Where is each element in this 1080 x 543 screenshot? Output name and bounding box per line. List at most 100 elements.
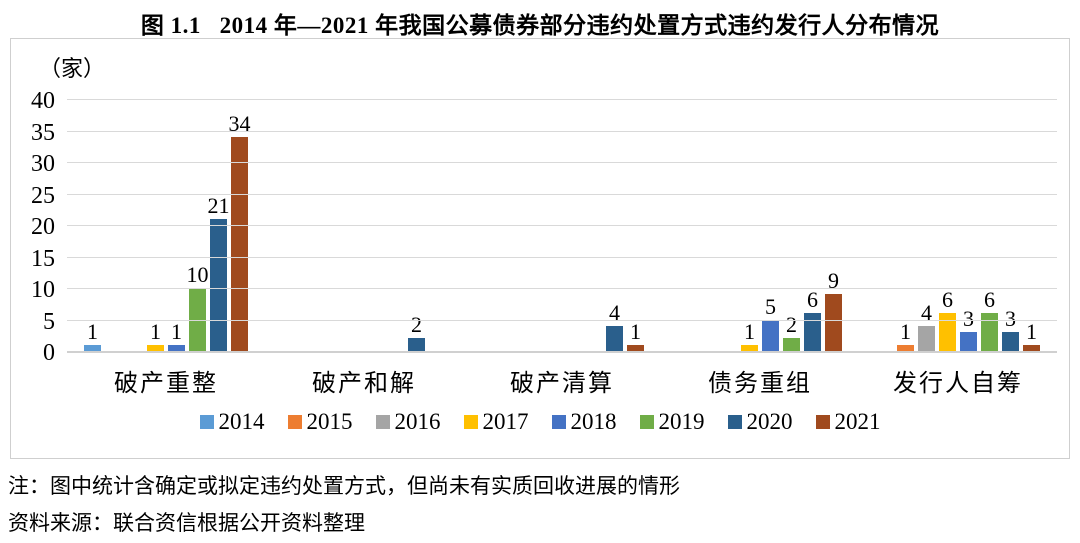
note-text: 注：图中统计含确定或拟定违约处置方式，但尚未有实质回收进展的情形 xyxy=(8,474,680,498)
bar-2017 xyxy=(741,344,758,351)
gridline xyxy=(67,130,1057,132)
bar-value-label: 4 xyxy=(921,299,932,325)
y-tick-label: 20 xyxy=(31,214,55,240)
legend-swatch-icon xyxy=(551,415,566,429)
y-tick-label: 15 xyxy=(31,245,55,272)
legend-item-2015: 2015 xyxy=(287,409,353,435)
bar-slot-2020: 2 xyxy=(406,313,427,351)
legend-label: 2017 xyxy=(482,409,529,434)
gridline xyxy=(67,288,1057,289)
bar-slot-2020: 3 xyxy=(1000,307,1021,351)
bar-value-label: 1 xyxy=(744,318,755,344)
bar-slot-2018: 5 xyxy=(760,293,781,351)
bar-group-2: 2 xyxy=(265,101,463,351)
bar-2020 xyxy=(804,313,821,351)
bar-value-label: 3 xyxy=(963,307,974,331)
gridline xyxy=(67,99,1057,100)
bar-value-label: 2 xyxy=(411,312,422,338)
bar-value-label: 5 xyxy=(765,293,776,319)
bar-slot-2020: 21 xyxy=(207,192,230,351)
bar-slot-2019: 6 xyxy=(979,288,1000,351)
legend-item-2016: 2016 xyxy=(375,409,441,435)
bar-value-label: 1 xyxy=(150,318,161,344)
y-axis-tick-labels: 0 5 10 15 20 25 30 35 40 xyxy=(11,88,55,366)
bar-value-label: 4 xyxy=(609,299,620,325)
x-category-label-2: 破产和解 xyxy=(312,371,416,397)
bar-groups: 111102134241152691463631 xyxy=(67,101,1057,351)
bar-slot-2017: 6 xyxy=(937,288,958,351)
y-tick-label: 30 xyxy=(31,151,55,177)
legend-label: 2015 xyxy=(306,409,353,434)
bar-slot-2021: 1 xyxy=(1021,318,1042,351)
bar-slot-2017: 1 xyxy=(739,318,760,351)
bar-2020 xyxy=(606,325,623,351)
legend-swatch-icon xyxy=(287,415,302,429)
bar-2015 xyxy=(897,344,914,351)
chart-title: 图 1.1 2014 年—2021 年我国公募债券部分违约处置方式违约发行人分布… xyxy=(140,13,940,38)
x-category-label-1: 破产重整 xyxy=(114,371,218,397)
legend-item-2017: 2017 xyxy=(463,409,529,435)
legend-item-2021: 2021 xyxy=(815,409,881,435)
legend-swatch-icon xyxy=(815,415,830,429)
bar-2016 xyxy=(918,325,935,351)
bar-value-label: 21 xyxy=(207,192,230,218)
bar-slot-2018: 3 xyxy=(958,307,979,351)
bar-value-label: 6 xyxy=(807,287,818,313)
bar-2021 xyxy=(825,294,842,351)
y-tick-label: 10 xyxy=(31,277,55,303)
plot-area: 111102134241152691463631 xyxy=(67,99,1057,353)
bar-slot-2019: 10 xyxy=(186,262,209,351)
y-tick-label: 35 xyxy=(31,119,55,146)
gridline xyxy=(67,162,1057,163)
bar-slot-2015: 1 xyxy=(895,318,916,351)
x-category-label-3: 破产清算 xyxy=(510,371,614,397)
legend-item-2020: 2020 xyxy=(727,409,793,435)
legend-label: 2016 xyxy=(394,409,441,434)
y-axis-unit-label: （家） xyxy=(39,56,106,81)
bar-slot-2021: 34 xyxy=(229,111,251,351)
bar-2019 xyxy=(981,313,998,351)
gridline xyxy=(67,225,1057,226)
bar-value-label: 9 xyxy=(828,268,839,294)
bar-value-label: 10 xyxy=(186,262,209,287)
legend-swatch-icon xyxy=(463,415,478,429)
bar-slot-2019: 2 xyxy=(781,313,802,351)
bar-value-label: 6 xyxy=(984,287,995,313)
legend-label: 2014 xyxy=(218,409,265,434)
chart-area: （家） 0 5 10 15 20 25 30 35 40 1 1 1 10 21 34 2 4 1 1 5 2 6 9 1 4… xyxy=(10,38,1070,459)
legend-item-2014: 2014 xyxy=(199,409,265,435)
bar-value-label: 1 xyxy=(900,318,911,344)
bar-2018 xyxy=(168,344,185,351)
legend-swatch-icon xyxy=(727,415,742,429)
bar-slot-2017: 1 xyxy=(145,318,166,351)
bar-value-label: 1 xyxy=(1026,318,1037,344)
bar-value-label: 3 xyxy=(1005,307,1016,331)
bar-2018 xyxy=(960,332,977,351)
legend-label: 2019 xyxy=(658,409,705,434)
bar-group-5: 1463631 xyxy=(859,101,1057,351)
legend-swatch-icon xyxy=(199,415,214,429)
legend-label: 2021 xyxy=(834,409,881,434)
bar-2019 xyxy=(783,338,800,351)
legend-swatch-icon xyxy=(375,415,390,429)
bar-slot-2018: 1 xyxy=(166,319,187,351)
bar-2017 xyxy=(147,344,164,351)
bar-slot-2020: 6 xyxy=(802,288,823,351)
bar-slot-2014: 1 xyxy=(82,318,103,351)
legend: 2014 2015 2016 2017 2018 2019 2020 2021 xyxy=(11,409,1069,435)
bar-2017 xyxy=(939,313,956,351)
bar-2021 xyxy=(627,344,644,351)
gridline xyxy=(67,193,1057,195)
bar-slot-2020: 4 xyxy=(604,299,625,351)
gridline xyxy=(67,256,1057,258)
x-category-label-5: 发行人自筹 xyxy=(893,371,1023,397)
bar-2020 xyxy=(408,338,425,351)
y-tick-label: 5 xyxy=(43,308,55,335)
bar-value-label: 2 xyxy=(786,312,797,338)
bar-slot-2016: 4 xyxy=(916,299,937,351)
bar-2018 xyxy=(762,319,779,351)
bar-value-label: 1 xyxy=(87,318,98,344)
bar-2020 xyxy=(1002,332,1019,351)
